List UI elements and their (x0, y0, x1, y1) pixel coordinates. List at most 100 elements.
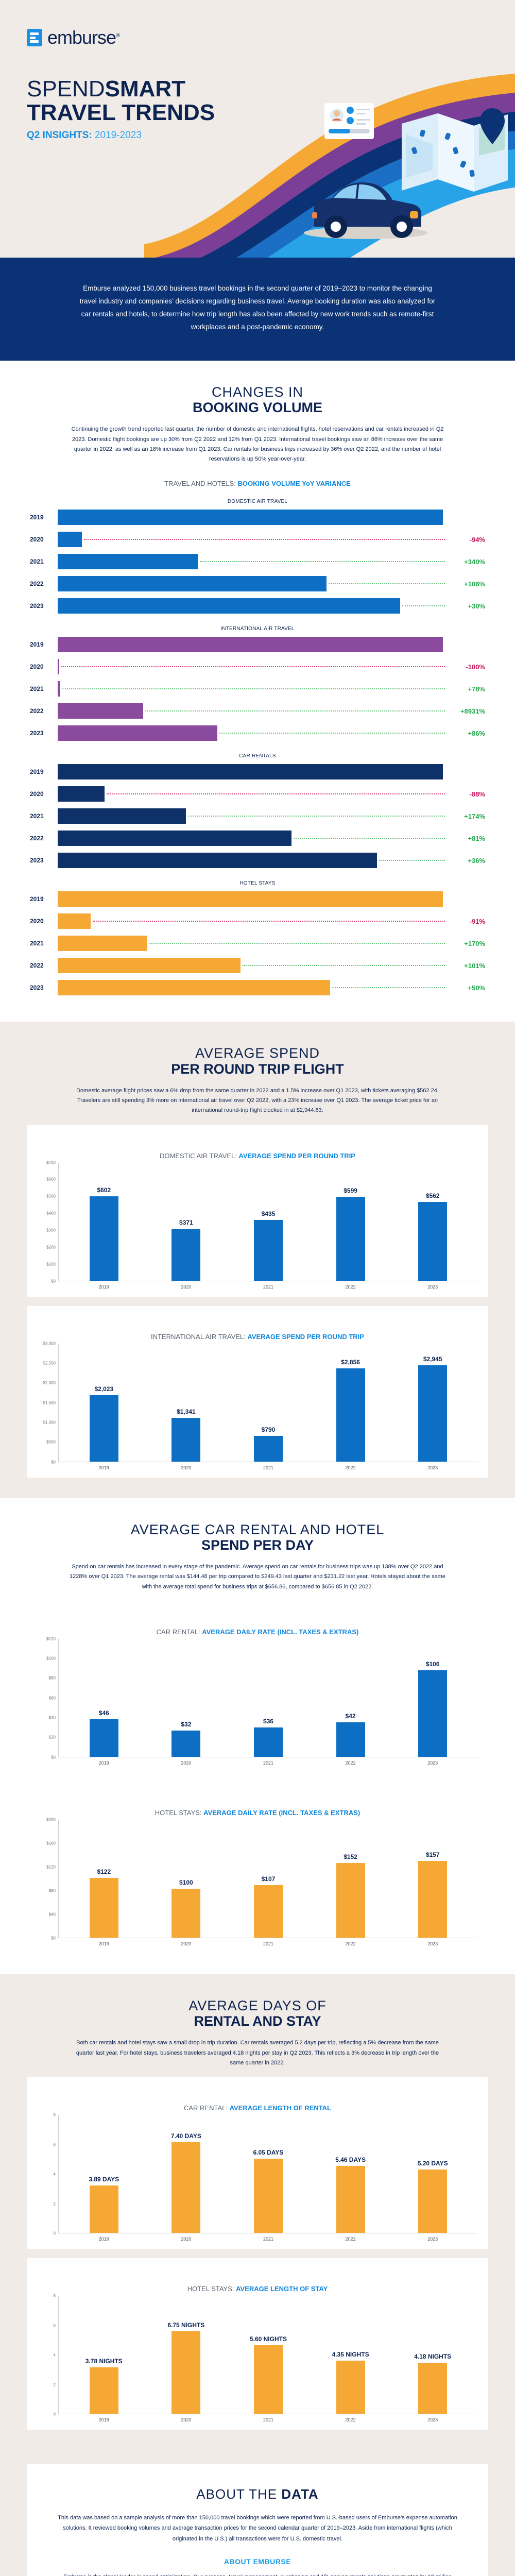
y-axis-tick: $80 (48, 1888, 56, 1893)
horizontal-bar-chart: 2019 2020 -88% 2021 +174% 2022 +81% 2023 +36% (0, 763, 515, 869)
bar-year-label: 2020 (30, 536, 44, 544)
chart-title-bold: AVERAGE LENGTH OF STAY (236, 2285, 328, 2293)
bar-value-label: -91% (469, 917, 485, 925)
bar-segment (58, 958, 241, 974)
leader-line (200, 561, 445, 563)
bar-value-label: +81% (468, 834, 485, 842)
bar-segment (336, 1863, 365, 1938)
bar-segment (58, 681, 61, 697)
bar-segment (171, 1888, 201, 1938)
spacer-band (0, 2450, 515, 2464)
bar-chart-row: 2019 (30, 509, 485, 526)
x-axis-tick: 2022 (345, 2417, 356, 2422)
vertical-bar-chart: DOMESTIC AIR TRAVEL: AVERAGE SPEND PER R… (27, 1125, 488, 1297)
y-axis-tick: $200 (46, 1245, 56, 1250)
bar-value-label: $1,341 (177, 1408, 196, 1415)
x-axis-tick: 2019 (98, 2417, 109, 2422)
x-axis-tick: 2023 (427, 2417, 438, 2422)
emburse-logo-icon (27, 29, 42, 46)
bar-segment (171, 1417, 201, 1462)
x-axis-tick: 2020 (181, 1941, 192, 1946)
bar-column: 3.78 NIGHTS (71, 2296, 137, 2414)
bar-segment (58, 980, 331, 996)
x-axis-labels: 2019 2020 2021 2022 2023 (59, 1462, 478, 1470)
y-axis-tick: $120 (46, 1865, 56, 1870)
y-axis: $0 $20 $40 $60 $80 $100 $120 (37, 1636, 59, 1759)
spend-day-heading-thin: AVERAGE CAR RENTAL AND HOTEL (130, 1521, 385, 1537)
bar-value-label: $435 (261, 1210, 276, 1217)
bar-column: $1,341 (153, 1344, 219, 1462)
bar-value-label: 3.89 DAYS (89, 2175, 119, 2183)
bar-column: $152 (318, 1820, 384, 1938)
bar-value-label: $2,023 (94, 1385, 114, 1393)
bar-track (58, 958, 447, 974)
x-axis-tick: 2023 (427, 1284, 438, 1290)
bar-year-label: 2022 (30, 835, 44, 842)
bar-segment (418, 2169, 448, 2233)
bar-column: $32 (153, 1639, 219, 1757)
y-axis-tick: $120 (46, 1636, 56, 1641)
bar-chart-row: 2019 (30, 636, 485, 653)
bar-track (58, 554, 447, 570)
spend-day-description: Spend on car rentals has increased in ev… (70, 1564, 445, 1590)
plot-area: 0 2 4 6 8 3.78 NIGHTS 6.75 NIGHTS 5.60 NIGHTS 4.… (37, 2294, 478, 2417)
leader-line (62, 688, 445, 690)
bar-value-label: $2,856 (341, 1358, 360, 1366)
booking-volume-bar-charts: DOMESTIC AIR TRAVEL 2019 2020 -94% 2021 +340%… (0, 499, 515, 996)
x-axis-tick: 2020 (181, 1760, 192, 1766)
bar-track (58, 808, 447, 824)
bar-chart-row: 2020 -100% (30, 658, 485, 675)
y-axis-tick: 0 (53, 2231, 56, 2236)
bar-value-label: 4.18 NIGHTS (414, 2352, 452, 2360)
brand-name: emburse® (47, 27, 120, 48)
days-charts: CAR RENTAL: AVERAGE LENGTH OF RENTAL 0 2 4 6… (0, 2077, 515, 2430)
bar-value-label: $106 (425, 1660, 440, 1668)
bar-column: 4.18 NIGHTS (400, 2296, 466, 2414)
y-axis-tick: 4 (53, 2172, 56, 2177)
x-axis-tick: 2020 (181, 1465, 192, 1470)
bar-segment (58, 808, 186, 824)
bar-column: 6.75 NIGHTS (153, 2296, 219, 2414)
bar-segment (89, 1719, 118, 1757)
bar-segment (336, 1196, 365, 1281)
bar-segment (58, 725, 217, 741)
leader-line (379, 860, 445, 861)
y-axis-tick: $0 (51, 1936, 56, 1941)
subtitle-years: 2019-2023 (92, 130, 142, 141)
spend-flight-heading-thin: AVERAGE SPEND (195, 1045, 320, 1061)
chart-title-plain: INTERNATIONAL AIR TRAVEL: (151, 1332, 248, 1341)
chart-title-plain: DOMESTIC AIR TRAVEL: (160, 1151, 239, 1160)
bar-track (58, 853, 447, 869)
bar-segment (418, 1365, 448, 1462)
bar-segment (58, 853, 377, 869)
bar-track (58, 980, 447, 996)
bar-year-label: 2023 (30, 730, 44, 737)
bar-year-label: 2023 (30, 857, 44, 865)
intro-paragraph-band: Emburse analyzed 150,000 business travel… (0, 258, 515, 361)
y-axis-tick: $200 (46, 1817, 56, 1822)
bar-column: $157 (400, 1820, 466, 1938)
spend-day-heading-bold: SPEND PER DAY (201, 1537, 314, 1553)
bar-segment (253, 1219, 283, 1281)
chart-title: CAR RENTAL: AVERAGE LENGTH OF RENTAL (37, 2104, 478, 2112)
bar-chart-row: 2020 -91% (30, 912, 485, 930)
bar-segment (58, 786, 105, 802)
y-axis-tick: $100 (46, 1656, 56, 1661)
bar-value-label: -100% (466, 663, 485, 671)
bar-column: 3.89 DAYS (71, 2115, 137, 2233)
about-heading-thin: ABOUT THE (196, 2486, 282, 2502)
about-heading-bold: DATA (281, 2486, 319, 2502)
bar-chart-row: 2022 +8931% (30, 702, 485, 720)
bar-value-label: $2,945 (423, 1355, 442, 1363)
bar-segment (58, 936, 147, 952)
bar-column: $46 (71, 1639, 137, 1757)
bar-segment (336, 2166, 365, 2233)
about-card: ABOUT THE DATA This data was based on a … (27, 2464, 488, 2576)
y-axis-tick: $40 (48, 1715, 56, 1720)
bar-value-label: $122 (97, 1868, 111, 1875)
bar-track (58, 913, 447, 929)
booking-volume-heading-bold: BOOKING VOLUME (192, 400, 322, 416)
bar-value-label: 5.46 DAYS (335, 2156, 366, 2164)
bar-segment (171, 2331, 201, 2414)
bar-year-label: 2021 (30, 558, 44, 566)
